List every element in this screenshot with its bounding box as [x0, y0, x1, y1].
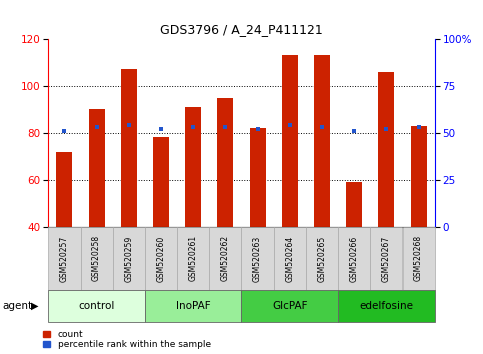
Bar — [314, 55, 330, 227]
Text: GSM520261: GSM520261 — [189, 235, 198, 281]
Text: GSM520263: GSM520263 — [253, 235, 262, 281]
Bar — [48, 227, 81, 290]
Point — [286, 122, 294, 128]
Bar — [57, 152, 72, 227]
Bar — [81, 227, 113, 290]
Text: control: control — [78, 301, 115, 311]
Bar — [378, 72, 395, 227]
Text: GlcPAF: GlcPAF — [272, 301, 308, 311]
Bar — [145, 227, 177, 290]
Text: GSM520266: GSM520266 — [350, 235, 359, 281]
Bar — [370, 227, 402, 290]
Bar — [217, 98, 233, 227]
Bar — [209, 227, 242, 290]
Point — [157, 126, 165, 132]
Point — [318, 124, 326, 130]
Bar — [402, 227, 435, 290]
Bar — [177, 227, 209, 290]
Point — [254, 126, 261, 132]
Text: agent: agent — [2, 301, 32, 311]
Point — [125, 122, 133, 128]
Point — [60, 128, 68, 134]
Bar — [242, 290, 338, 322]
Bar — [121, 69, 137, 227]
Legend: count, percentile rank within the sample: count, percentile rank within the sample — [43, 330, 211, 349]
Bar — [48, 290, 145, 322]
Text: GSM520258: GSM520258 — [92, 235, 101, 281]
Point — [222, 124, 229, 130]
Point — [415, 124, 423, 130]
Text: GSM520268: GSM520268 — [414, 235, 423, 281]
Point — [93, 124, 100, 130]
Text: GSM520264: GSM520264 — [285, 235, 294, 281]
Bar — [242, 227, 274, 290]
Text: GSM520265: GSM520265 — [317, 235, 327, 281]
Text: GSM520262: GSM520262 — [221, 235, 230, 281]
Bar — [411, 126, 426, 227]
Text: edelfosine: edelfosine — [359, 301, 413, 311]
Bar — [338, 227, 370, 290]
Text: GSM520257: GSM520257 — [60, 235, 69, 281]
Text: ▶: ▶ — [31, 301, 39, 311]
Point — [350, 128, 358, 134]
Text: InoPAF: InoPAF — [176, 301, 211, 311]
Bar — [338, 290, 435, 322]
Bar — [250, 128, 266, 227]
Point — [383, 126, 390, 132]
Text: GDS3796 / A_24_P411121: GDS3796 / A_24_P411121 — [160, 23, 323, 36]
Bar — [113, 227, 145, 290]
Bar — [88, 109, 105, 227]
Bar — [346, 182, 362, 227]
Bar — [282, 55, 298, 227]
Text: GSM520259: GSM520259 — [124, 235, 133, 281]
Bar — [306, 227, 338, 290]
Bar — [185, 107, 201, 227]
Text: GSM520260: GSM520260 — [156, 235, 166, 281]
Bar — [145, 290, 242, 322]
Point — [189, 124, 197, 130]
Bar — [153, 137, 169, 227]
Bar — [274, 227, 306, 290]
Text: GSM520267: GSM520267 — [382, 235, 391, 281]
